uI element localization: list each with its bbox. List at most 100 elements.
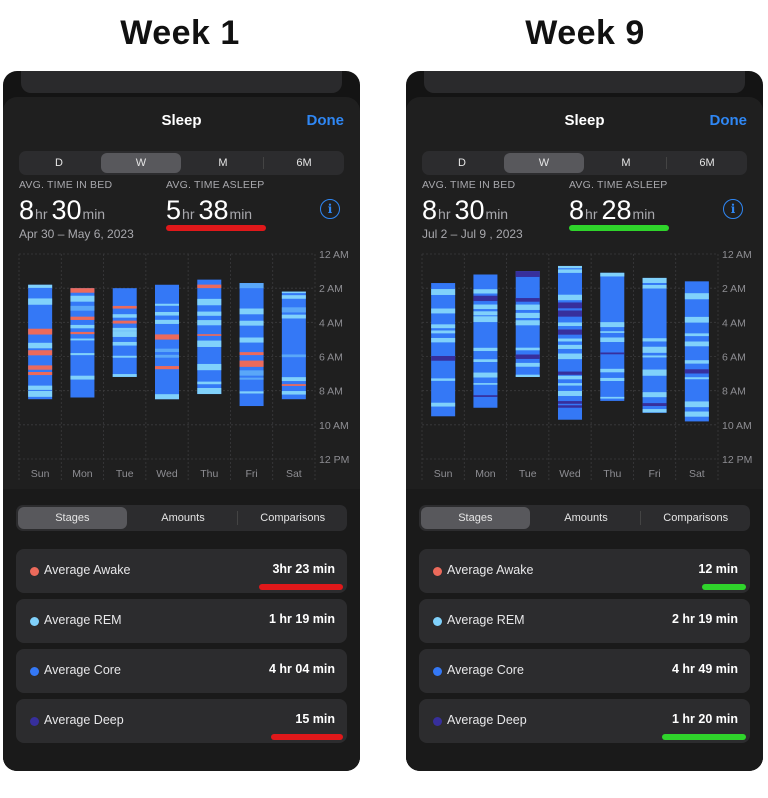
deep-stage-segment <box>558 371 582 375</box>
info-icon[interactable]: i <box>320 199 340 219</box>
hours-value: 8 <box>422 195 438 225</box>
awake-stage-segment <box>112 320 137 324</box>
info-icon[interactable]: i <box>723 199 743 219</box>
rem-stage-segment <box>197 311 222 316</box>
stage-card-awake[interactable]: Average Awake 12 min <box>419 549 750 593</box>
rem-stage-segment <box>600 331 625 333</box>
deep-stage-segment <box>431 355 456 361</box>
core-stage-segment <box>239 377 264 380</box>
rem-stage-segment <box>70 353 95 356</box>
stage-card-core[interactable]: Average Core 4 hr 49 min <box>419 649 750 693</box>
sleep-bar[interactable] <box>431 283 456 417</box>
stage-duration: 3hr 23 min <box>272 562 335 576</box>
deep-stage-segment <box>558 310 582 317</box>
sleep-title: Sleep <box>564 112 605 129</box>
rem-stage-segment <box>112 331 137 337</box>
y-tick-label: 12 PM <box>722 454 752 466</box>
minutes-value: 28 <box>601 195 632 225</box>
core-stage-segment <box>684 281 709 422</box>
tab-d[interactable]: D <box>458 157 466 169</box>
rem-stage-segment <box>684 401 709 408</box>
rem-stage-segment <box>558 338 582 342</box>
rem-stage-segment <box>642 284 667 289</box>
rem-stage-segment <box>239 391 264 394</box>
sleep-bar[interactable] <box>112 288 137 377</box>
done-button[interactable]: Done <box>709 112 748 129</box>
tab-comparisons[interactable]: Comparisons <box>663 512 729 524</box>
rem-stage-segment <box>642 338 667 342</box>
stage-name: Average Awake <box>44 563 131 577</box>
sleep-bar[interactable] <box>600 272 625 401</box>
tab-amounts[interactable]: Amounts <box>161 512 205 524</box>
tab-comparisons[interactable]: Comparisons <box>260 512 326 524</box>
stage-name: Average REM <box>447 613 525 627</box>
rem-stage-segment <box>684 411 709 417</box>
hours-unit: hr <box>182 206 195 222</box>
tab-w[interactable]: W <box>101 153 181 173</box>
sleep-bar[interactable] <box>515 271 540 377</box>
rem-stage-segment <box>473 347 498 352</box>
core-stage-segment <box>558 265 582 420</box>
stage-duration: 1 hr 20 min <box>672 712 738 726</box>
rem-stage-segment <box>473 359 498 362</box>
rem-stage-segment <box>112 341 137 346</box>
hours-unit: hr <box>585 206 598 222</box>
sleep-bar[interactable] <box>684 281 709 422</box>
rem-stage-segment <box>473 383 498 385</box>
stage-card-rem[interactable]: Average REM 1 hr 19 min <box>16 599 347 643</box>
sleep-bar[interactable] <box>70 288 95 398</box>
done-button[interactable]: Done <box>306 112 345 129</box>
rem-stage-segment <box>600 368 625 373</box>
stage-color-dot <box>30 717 39 726</box>
rem-stage-segment <box>515 304 540 310</box>
tab-m[interactable]: M <box>621 157 631 169</box>
time-in-bed-label: AVG. TIME IN BED <box>19 179 113 191</box>
tab-stages[interactable]: Stages <box>421 507 530 529</box>
awake-stage-segment <box>70 331 95 335</box>
rem-stage-segment <box>431 337 456 343</box>
rem-stage-segment <box>197 381 222 385</box>
tab-stages[interactable]: Stages <box>18 507 127 529</box>
stage-name: Average Deep <box>44 713 124 727</box>
asleep-highlight-underline <box>569 225 669 231</box>
awake-stage-segment <box>28 328 53 335</box>
sleep-bar[interactable] <box>239 283 264 407</box>
rem-stage-segment <box>684 316 709 323</box>
rem-stage-segment <box>558 344 582 349</box>
y-tick-label: 4 AM <box>722 317 746 329</box>
x-day-label: Tue <box>116 468 134 480</box>
tab-6m[interactable]: 6M <box>296 157 312 169</box>
deep-stage-segment <box>684 369 709 374</box>
rem-stage-segment <box>281 314 306 319</box>
stage-card-rem[interactable]: Average REM 2 hr 19 min <box>419 599 750 643</box>
tab-6m[interactable]: 6M <box>699 157 715 169</box>
hours-value: 5 <box>166 195 182 225</box>
rem-stage-segment <box>642 355 667 358</box>
stage-card-core[interactable]: Average Core 4 hr 04 min <box>16 649 347 693</box>
tab-d[interactable]: D <box>55 157 63 169</box>
awake-stage-segment <box>239 352 264 356</box>
sleep-bar[interactable] <box>28 284 53 400</box>
deep-stage-segment <box>515 298 540 302</box>
sleep-bar[interactable] <box>281 291 306 400</box>
rem-stage-segment <box>431 324 456 329</box>
tab-w[interactable]: W <box>504 153 584 173</box>
sleep-bar[interactable] <box>197 279 222 395</box>
hours-value: 8 <box>569 195 585 225</box>
stage-name: Average Core <box>44 663 121 677</box>
tab-m[interactable]: M <box>218 157 228 169</box>
sleep-bar[interactable] <box>473 274 498 408</box>
rem-stage-segment <box>431 378 456 381</box>
sleep-bar[interactable] <box>155 284 179 400</box>
deep-stage-segment <box>473 395 498 397</box>
stage-duration: 1 hr 19 min <box>269 612 335 626</box>
value-highlight-underline <box>702 584 746 590</box>
stage-name: Average Core <box>447 663 524 677</box>
rem-stage-segment <box>239 308 264 315</box>
awake-stage-segment <box>155 366 179 370</box>
sleep-bar[interactable] <box>558 265 582 420</box>
core-stage-segment <box>70 305 95 311</box>
sleep-bar[interactable] <box>642 277 667 413</box>
rem-stage-segment <box>281 391 306 395</box>
tab-amounts[interactable]: Amounts <box>564 512 608 524</box>
